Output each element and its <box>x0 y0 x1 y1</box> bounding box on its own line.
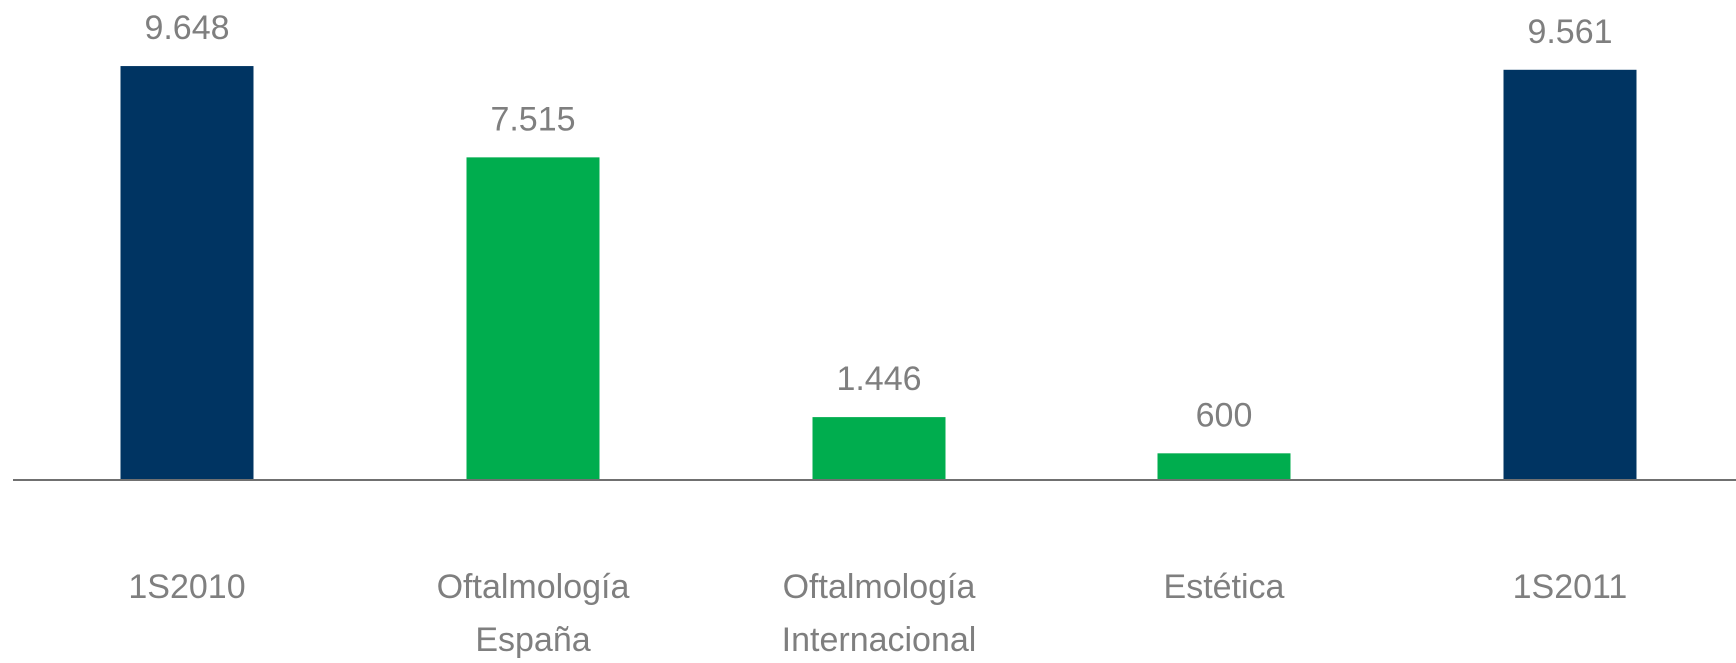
bar <box>1503 69 1637 480</box>
x-tick-label: 1S2011 <box>1513 568 1628 606</box>
bar <box>812 417 946 479</box>
x-tick-label: 1S2010 <box>128 568 245 606</box>
bar <box>120 66 254 479</box>
data-label: 9.561 <box>1527 13 1612 51</box>
data-label: 1.446 <box>836 360 921 398</box>
x-tick-label: Oftalmología <box>437 568 630 606</box>
bar <box>466 157 600 479</box>
data-label: 9.648 <box>144 9 229 47</box>
x-tick-label: España <box>475 621 590 659</box>
x-tick-label: Internacional <box>782 621 977 659</box>
x-tick-label: Oftalmología <box>783 568 976 606</box>
x-tick-label: Estética <box>1164 568 1285 606</box>
data-label: 600 <box>1196 396 1253 434</box>
data-label: 7.515 <box>490 100 575 138</box>
bar <box>1157 453 1291 479</box>
